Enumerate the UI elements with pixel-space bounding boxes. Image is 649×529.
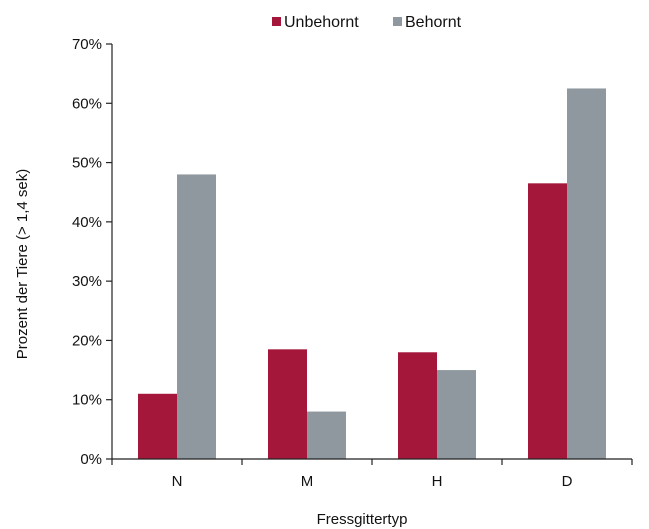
- bar-behornt-d: [567, 88, 606, 459]
- bar-unbehornt-m: [268, 349, 307, 459]
- bar-behornt-h: [437, 370, 476, 459]
- x-tick-label: N: [172, 473, 183, 490]
- x-tick-label: D: [562, 473, 573, 490]
- bar-behornt-m: [307, 411, 346, 459]
- y-tick-label: 10%: [72, 392, 102, 409]
- y-tick-label: 40%: [72, 214, 102, 231]
- x-tick-label: H: [432, 473, 443, 490]
- y-axis: 0% 10% 20% 30% 40% 50% 60% 70%: [72, 36, 113, 468]
- y-tick-label: 60%: [72, 95, 102, 112]
- y-tick-label: 0%: [80, 451, 102, 468]
- bars: [138, 88, 606, 460]
- y-tick-label: 50%: [72, 155, 102, 172]
- legend-swatch: [272, 17, 281, 26]
- legend-label: Behornt: [405, 14, 462, 31]
- x-axis-title: Fressgittertyp: [317, 511, 408, 528]
- bar-unbehornt-h: [398, 352, 437, 459]
- legend-label: Unbehornt: [284, 14, 359, 31]
- y-tick-label: 20%: [72, 332, 102, 349]
- y-axis-title: Prozent der Tiere (> 1,4 sek): [14, 169, 31, 360]
- y-tick-label: 30%: [72, 273, 102, 290]
- x-tick-label: M: [301, 473, 314, 490]
- bar-behornt-n: [177, 174, 216, 459]
- y-tick-label: 70%: [72, 36, 102, 53]
- bar-unbehornt-d: [528, 183, 567, 460]
- legend-swatch: [393, 17, 402, 26]
- legend: Unbehornt Behornt: [272, 14, 462, 31]
- bar-unbehornt-n: [138, 393, 177, 459]
